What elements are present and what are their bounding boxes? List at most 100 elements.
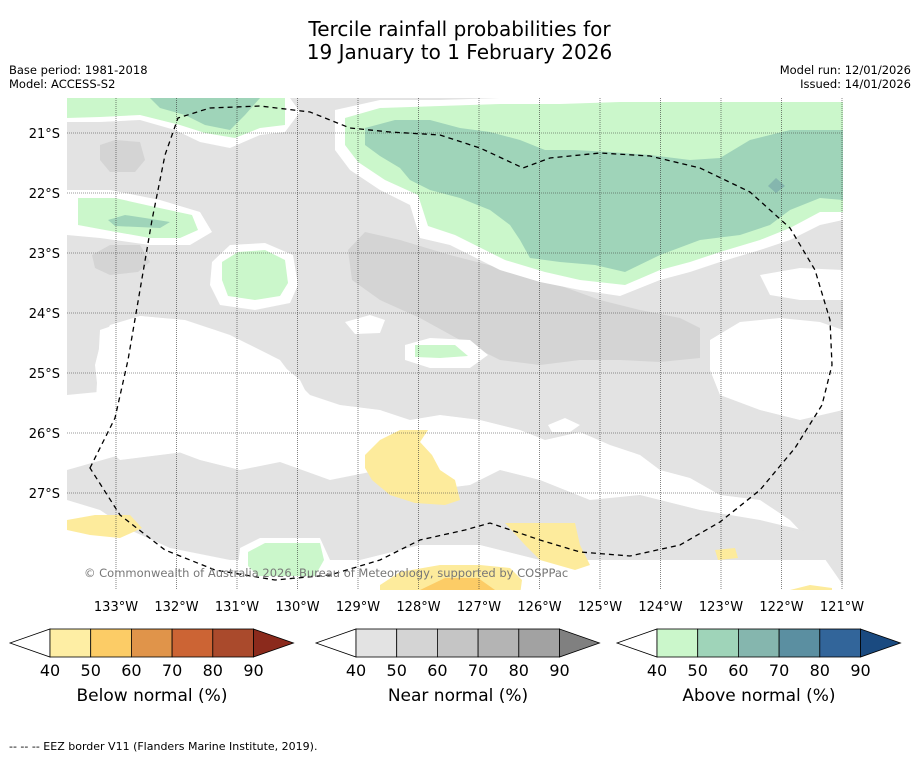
colorbar-segment — [49, 628, 92, 658]
above-normal-region-west-50 — [108, 215, 170, 228]
colorbar-segment — [314, 628, 357, 658]
lon-label: 123°W — [699, 600, 743, 615]
colorbar-segment — [819, 628, 861, 658]
colorbar-segment — [212, 628, 254, 658]
lon-label: 125°W — [578, 600, 622, 615]
colorbar-label-near: Near normal (%) — [387, 686, 529, 706]
above-normal-region-nw-50 — [150, 98, 260, 130]
above-normal-region-south — [248, 543, 324, 576]
lat-label: 25°S — [29, 367, 60, 382]
colorbar-segment — [355, 628, 398, 658]
above-normal-region-central — [415, 345, 468, 358]
meta-right: Model run: 12/01/2026 Issued: 14/01/2026 — [780, 63, 911, 91]
colorbar-segment — [90, 628, 132, 658]
below-normal-region-central — [365, 430, 460, 505]
lon-label: 122°W — [759, 600, 803, 615]
below-normal-region-bottom-50 — [420, 578, 495, 590]
near-normal-patch-1 — [100, 140, 145, 172]
lon-label: 121°W — [820, 600, 864, 615]
lat-label: 22°S — [29, 187, 60, 202]
colorbar-segment — [778, 628, 821, 658]
near-normal-patch-3 — [348, 232, 700, 365]
below-normal-region-east-small — [715, 548, 738, 560]
colorbar-below: 40 50 60 70 80 90 — [8, 628, 295, 680]
neutral-island-2 — [710, 318, 843, 420]
lat-label: 27°S — [29, 487, 60, 502]
colorbar-tick: 60 — [427, 661, 447, 680]
chart-title: Tercile rainfall probabilities for 19 Ja… — [0, 18, 919, 64]
copyright-notice: © Commonwealth of Australia 2026, Bureau… — [84, 566, 568, 580]
lon-label: 128°W — [396, 600, 440, 615]
colorbar-tick: 50 — [81, 661, 101, 680]
above-normal-region-ne-50 — [365, 120, 843, 272]
model-name: Model: ACCESS-S2 — [9, 77, 116, 91]
neutral-island-3 — [345, 315, 385, 334]
colorbar-label-above: Above normal (%) — [682, 686, 836, 706]
map-area — [67, 98, 843, 590]
colorbar-tick: 50 — [688, 661, 708, 680]
colorbar-tick: 80 — [810, 661, 830, 680]
lon-label: 133°W — [94, 600, 138, 615]
lon-label: 124°W — [638, 600, 682, 615]
lon-label: 127°W — [457, 600, 501, 615]
colorbar-above: 40 50 60 70 80 90 — [615, 628, 902, 680]
colorbar-segment — [697, 628, 739, 658]
colorbar-tick: 90 — [243, 661, 263, 680]
colorbar-tick: 90 — [549, 661, 569, 680]
colorbar-tick: 40 — [647, 661, 667, 680]
colorbar-segment — [615, 628, 658, 658]
neutral-island-1 — [96, 316, 310, 460]
colorbars: 40 50 60 70 80 90 40 50 60 70 80 90 40 50 60 70 80 90 — [8, 628, 902, 680]
colorbar-tick: 60 — [121, 661, 141, 680]
lon-label: 130°W — [275, 600, 319, 615]
colorbar-tick: 60 — [728, 661, 748, 680]
latitude-labels: 21°S 22°S 23°S 24°S 25°S 26°S 27°S — [29, 127, 60, 502]
colorbar-tick: 70 — [468, 661, 488, 680]
neutral-island-4 — [548, 418, 580, 432]
model-run: Model run: 12/01/2026 — [779, 63, 911, 77]
lon-label: 131°W — [215, 600, 259, 615]
colorbar-segment — [436, 628, 479, 658]
base-period: Base period: 1981-2018 — [9, 63, 148, 77]
colorbar-segment — [656, 628, 699, 658]
title-line-1: Tercile rainfall probabilities for — [308, 17, 611, 41]
colorbar-label-below: Below normal (%) — [76, 686, 228, 706]
gridlines — [67, 98, 843, 590]
lat-label: 23°S — [29, 247, 60, 262]
above-normal-region-ne-60 — [768, 178, 785, 193]
colorbar-segment — [738, 628, 780, 658]
meta-left: Base period: 1981-2018 Model: ACCESS-S2 — [9, 63, 148, 91]
colorbar-tick: 40 — [40, 661, 60, 680]
colorbar-segment — [8, 628, 51, 658]
colorbar-segment — [559, 628, 601, 658]
footer-note: -- -- -- EEZ border V11 (Flanders Marine… — [9, 740, 318, 753]
colorbar-tick: 70 — [769, 661, 789, 680]
below-normal-region-sw — [67, 515, 142, 538]
longitude-labels: 133°W 132°W 131°W 130°W 129°W 128°W 127°W 126°W… — [94, 600, 864, 615]
colorbar-tick: 80 — [509, 661, 529, 680]
colorbar-tick: 80 — [203, 661, 223, 680]
eez-border — [89, 105, 833, 581]
colorbar-segment — [396, 628, 438, 658]
colorbar-segment — [171, 628, 214, 658]
below-normal-region-east-bottom — [790, 585, 832, 590]
colorbar-segment — [253, 628, 295, 658]
lat-label: 24°S — [29, 307, 60, 322]
lon-label: 126°W — [517, 600, 561, 615]
issued-date: Issued: 14/01/2026 — [800, 77, 911, 91]
below-normal-region-bottom — [380, 565, 522, 590]
lon-label: 132°W — [154, 600, 198, 615]
lat-label: 26°S — [29, 427, 60, 442]
near-normal-patch-2 — [92, 245, 150, 275]
colorbar-segment — [130, 628, 173, 658]
colorbar-tick: 70 — [162, 661, 182, 680]
colorbar-tick: 40 — [346, 661, 366, 680]
colorbar-segment — [518, 628, 560, 658]
colorbar-near: 40 50 60 70 80 90 — [314, 628, 601, 680]
near-normal-region-south — [67, 445, 843, 560]
above-normal-region-round — [222, 250, 288, 300]
lat-label: 21°S — [29, 127, 60, 142]
lon-label: 129°W — [336, 600, 380, 615]
colorbar-segment — [477, 628, 520, 658]
